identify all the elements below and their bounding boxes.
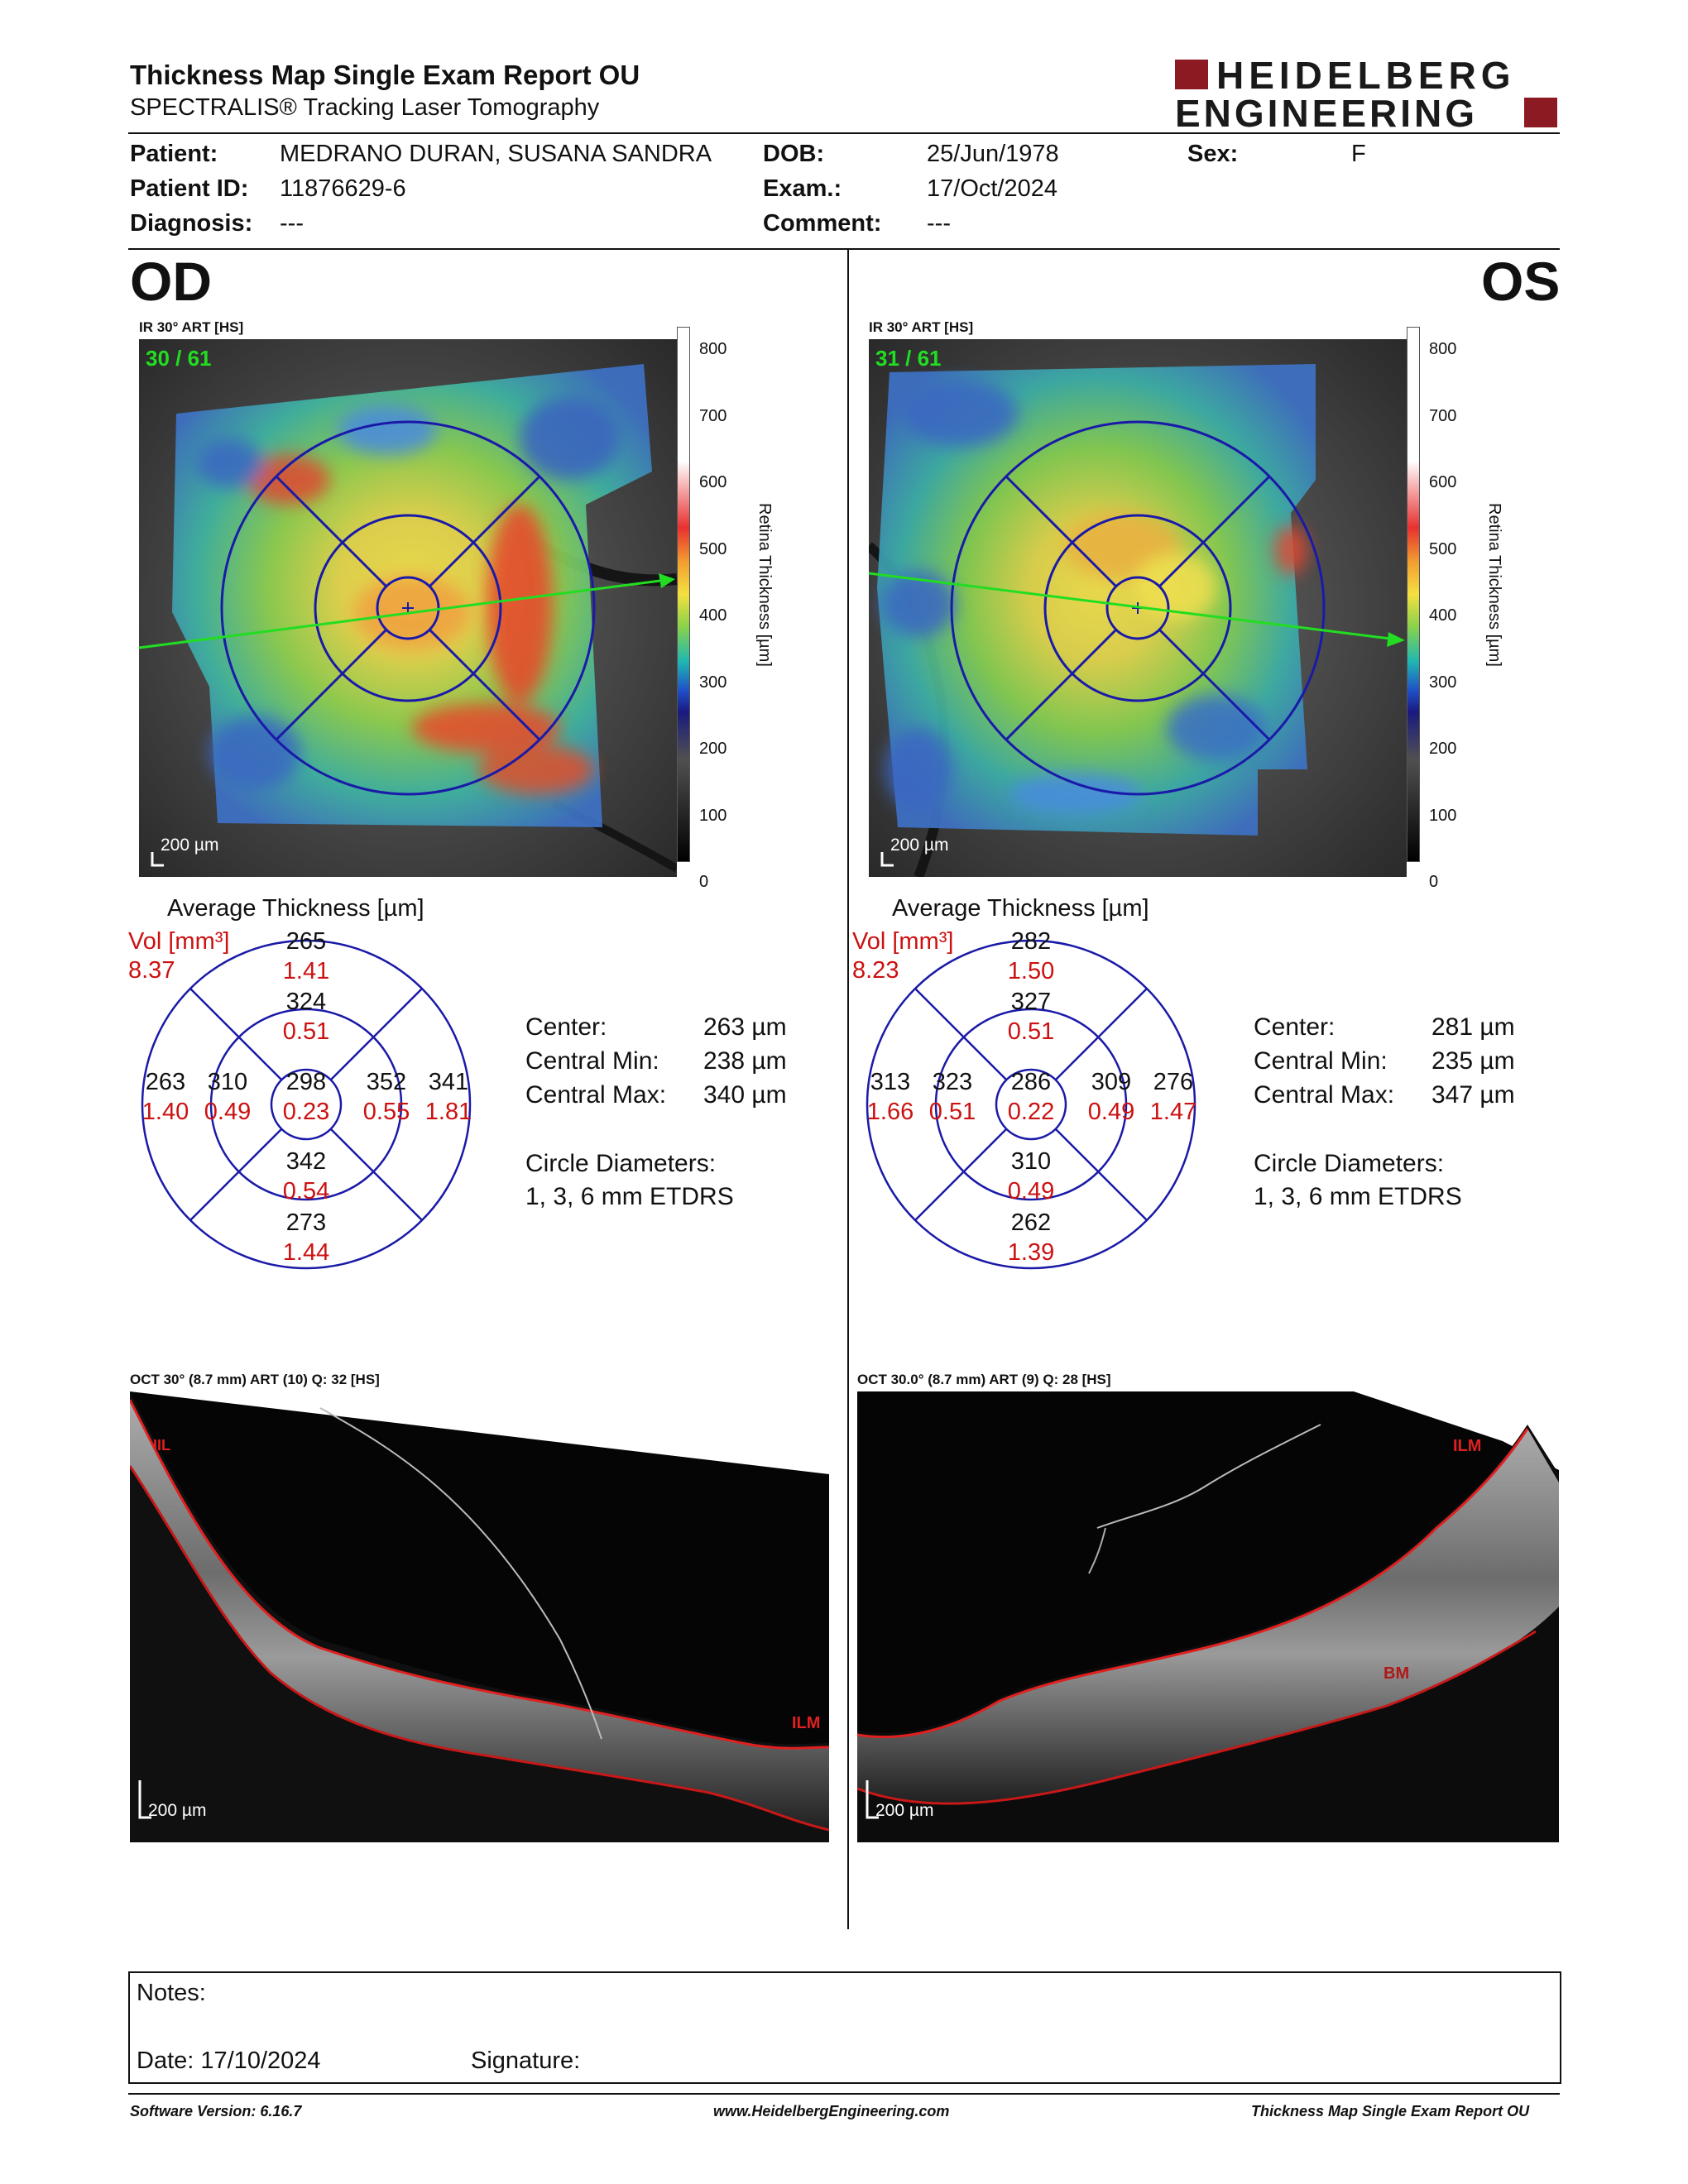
- os-vol-value: 8.23: [852, 957, 899, 984]
- od-frame-count: 30 / 61: [146, 346, 212, 371]
- od-oct-bscan: IIL ILM 200 µm: [130, 1391, 829, 1842]
- report-title: Thickness Map Single Exam Report OU: [130, 60, 640, 90]
- od-avg-title: Average Thickness [µm]: [167, 895, 424, 922]
- os-vol-label: Vol [mm³]: [852, 928, 954, 955]
- patient-id-value: 11876629-6: [280, 175, 406, 202]
- exam-date-value: 17/Oct/2024: [927, 175, 1057, 202]
- os-frame-count: 31 / 61: [875, 346, 942, 371]
- footer-software: Software Version: 6.16.7: [130, 2103, 302, 2119]
- eye-divider: [847, 250, 849, 1929]
- patient-name: MEDRANO DURAN, SUSANA SANDRA: [280, 141, 712, 167]
- notes-label: Notes:: [137, 1980, 206, 2006]
- footer-report-name: Thickness Map Single Exam Report OU: [1251, 2103, 1530, 2119]
- os-thickness-map: 31 / 61 200 µm: [869, 339, 1407, 877]
- od-ir-label: IR 30° ART [HS]: [139, 319, 244, 335]
- diagnosis-value: ---: [280, 210, 304, 237]
- os-thickness-map-svg: [869, 339, 1407, 877]
- od-colorbar: [677, 327, 690, 862]
- od-oct-scale: 200 µm: [148, 1801, 207, 1820]
- sex-value: F: [1351, 141, 1366, 167]
- eye-label-od: OD: [130, 251, 212, 312]
- footer-url[interactable]: www.HeidelbergEngineering.com: [713, 2103, 950, 2119]
- od-thickness-map-svg: [139, 339, 677, 877]
- os-ir-label: IR 30° ART [HS]: [869, 319, 974, 335]
- os-avg-title: Average Thickness [µm]: [892, 895, 1149, 922]
- od-vol-label: Vol [mm³]: [128, 928, 230, 955]
- os-colorbar: [1407, 327, 1420, 862]
- od-vol-value: 8.37: [128, 957, 175, 984]
- os-oct-label: OCT 30.0° (8.7 mm) ART (9) Q: 28 [HS]: [857, 1372, 1111, 1387]
- od-layer-ilm-short: IIL: [153, 1437, 170, 1454]
- eye-label-os: OS: [1481, 251, 1561, 312]
- od-oct-label: OCT 30° (8.7 mm) ART (10) Q: 32 [HS]: [130, 1372, 380, 1387]
- notes-box: Notes: Date: 17/10/2024 Signature:: [128, 1971, 1561, 2084]
- notes-signature: Signature:: [471, 2048, 581, 2074]
- os-oct-bscan: ILM BM 200 µm: [857, 1391, 1559, 1842]
- od-thickness-map: 30 / 61 200 µm: [139, 339, 677, 877]
- od-layer-ilm: ILM: [792, 1714, 821, 1732]
- notes-date: Date: 17/10/2024: [137, 2048, 321, 2074]
- report-subtitle: SPECTRALIS® Tracking Laser Tomography: [130, 94, 600, 121]
- os-layer-ilm: ILM: [1453, 1437, 1482, 1455]
- dob-value: 25/Jun/1978: [927, 141, 1059, 167]
- od-etdrs-grid: [141, 939, 472, 1270]
- os-etdrs-grid: [866, 939, 1196, 1270]
- os-oct-scale: 200 µm: [875, 1801, 934, 1820]
- od-scale-label: 200 µm: [161, 836, 219, 855]
- os-layer-bm: BM: [1383, 1664, 1410, 1683]
- heidelberg-logo: HEIDELBERG ENGINEERING: [1175, 54, 1560, 135]
- os-colorbar-ticks: 800 700 600 500 400 300 200 100 0: [1429, 340, 1457, 891]
- comment-value: ---: [927, 210, 951, 237]
- od-colorbar-ticks: 800 700 600 500 400 300 200 100 0: [699, 340, 727, 891]
- os-scale-label: 200 µm: [890, 836, 949, 855]
